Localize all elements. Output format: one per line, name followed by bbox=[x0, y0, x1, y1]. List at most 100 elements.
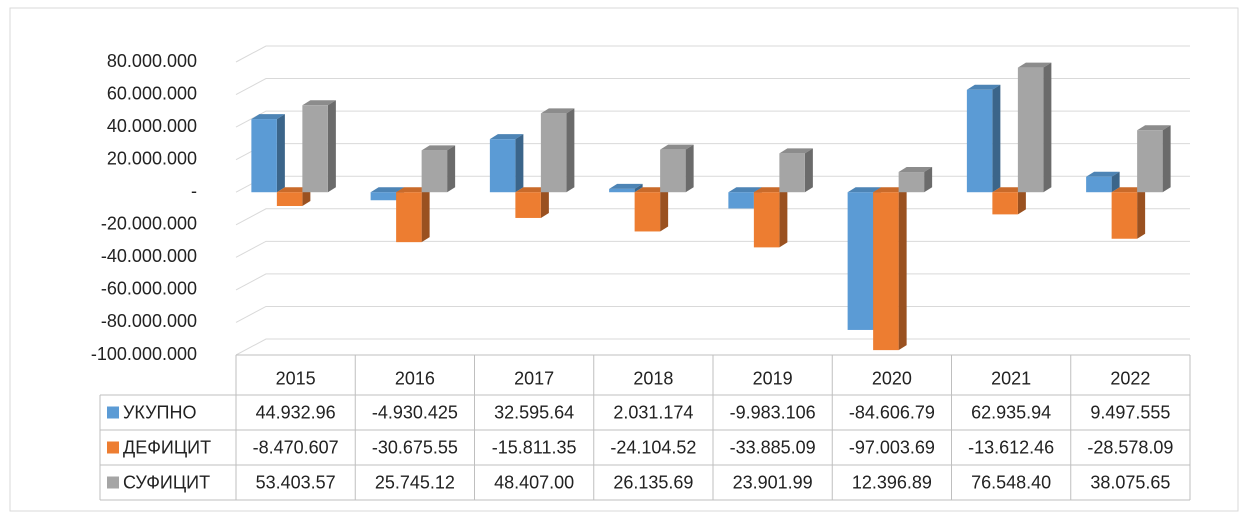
table-value: 23.901.99 bbox=[733, 472, 813, 492]
bar-top bbox=[370, 187, 405, 193]
bar-front bbox=[251, 119, 277, 193]
table-value: -4.930.425 bbox=[372, 402, 458, 422]
table-value: -24.104.52 bbox=[610, 437, 696, 457]
bar-front bbox=[540, 113, 567, 193]
bar bbox=[1017, 62, 1052, 193]
bar-front bbox=[728, 192, 754, 209]
bar-front bbox=[898, 172, 925, 193]
y-tick-label: -40.000.000 bbox=[101, 246, 197, 266]
bar-side bbox=[1017, 187, 1026, 215]
bar-top bbox=[1017, 62, 1052, 68]
bar-front bbox=[966, 89, 993, 193]
bar-side bbox=[1137, 187, 1146, 239]
bar-front bbox=[1017, 67, 1044, 193]
bar-side bbox=[447, 145, 456, 193]
bar-front bbox=[873, 192, 899, 351]
table-value: 53.403.57 bbox=[256, 472, 336, 492]
table-value: 48.407.00 bbox=[494, 472, 574, 492]
x-tick-label: 2018 bbox=[633, 368, 673, 388]
bar-front bbox=[1137, 130, 1163, 193]
bar-top bbox=[660, 144, 694, 150]
bar-side bbox=[634, 183, 643, 193]
bar-top bbox=[421, 145, 456, 151]
legend-swatch bbox=[107, 476, 119, 489]
bar bbox=[302, 100, 336, 193]
bar bbox=[1111, 187, 1146, 239]
bar bbox=[966, 84, 1001, 193]
legend-label: СУФИЦИТ bbox=[123, 472, 210, 492]
table-value: -84.606.79 bbox=[849, 402, 935, 422]
bar-front bbox=[489, 139, 516, 193]
bar-top bbox=[634, 187, 669, 193]
bar bbox=[779, 148, 813, 193]
y-tick-label: -60.000.000 bbox=[101, 279, 197, 299]
bar bbox=[753, 187, 788, 248]
bar-front bbox=[847, 192, 874, 330]
bar-front bbox=[1086, 176, 1112, 193]
bar-front bbox=[992, 192, 1018, 215]
grid-line bbox=[235, 78, 1190, 95]
table-value: 38.075.65 bbox=[1090, 472, 1170, 492]
x-tick-label: 2017 bbox=[514, 368, 554, 388]
legend-swatch bbox=[107, 441, 119, 454]
bar-front bbox=[421, 150, 448, 193]
bar bbox=[992, 187, 1026, 215]
bar-top bbox=[609, 183, 643, 189]
bar-side bbox=[540, 187, 549, 218]
table-value: 12.396.89 bbox=[852, 472, 932, 492]
bar bbox=[1137, 125, 1171, 193]
table-value: 25.745.12 bbox=[375, 472, 455, 492]
table-value: 26.135.69 bbox=[613, 472, 693, 492]
bar-side bbox=[276, 114, 285, 193]
table-value: -9.983.106 bbox=[730, 402, 816, 422]
table-value: -97.003.69 bbox=[849, 437, 935, 457]
bar-top bbox=[728, 187, 762, 193]
bar-side bbox=[779, 187, 788, 248]
bar-top bbox=[276, 187, 311, 193]
bar-top bbox=[515, 187, 549, 193]
bar-front bbox=[609, 188, 635, 193]
y-tick-label: 60.000.000 bbox=[107, 83, 197, 103]
bar-front bbox=[515, 192, 541, 218]
x-tick-label: 2020 bbox=[872, 368, 912, 388]
bar bbox=[540, 108, 575, 193]
bar-side bbox=[421, 187, 430, 243]
bar-top bbox=[1086, 171, 1120, 177]
bar-side bbox=[515, 134, 524, 193]
table-value: 44.932.96 bbox=[256, 402, 336, 422]
table-value: -15.811.35 bbox=[492, 437, 577, 457]
x-tick-label: 2022 bbox=[1110, 368, 1150, 388]
x-tick-label: 2019 bbox=[753, 368, 793, 388]
bar-side bbox=[924, 167, 933, 193]
bar-top bbox=[873, 187, 907, 193]
y-tick-label: -100.000.000 bbox=[91, 344, 197, 364]
legend-label: ДЕФИЦИТ bbox=[123, 437, 211, 457]
bar-front bbox=[302, 105, 328, 193]
grid-line bbox=[235, 45, 1190, 63]
bar-front bbox=[660, 149, 686, 193]
table-value: 62.935.94 bbox=[971, 402, 1051, 422]
y-tick-label: 40.000.000 bbox=[107, 116, 197, 136]
x-tick-label: 2016 bbox=[395, 368, 435, 388]
bar-side bbox=[685, 144, 694, 193]
bar bbox=[421, 145, 456, 193]
bar-front bbox=[276, 192, 303, 207]
bar-top bbox=[898, 167, 933, 173]
table-value: -13.612.46 bbox=[968, 437, 1054, 457]
table-value: 9.497.555 bbox=[1090, 402, 1170, 422]
bar-front bbox=[779, 153, 805, 193]
table-value: -8.470.607 bbox=[253, 437, 339, 457]
bar-top bbox=[753, 187, 788, 193]
bar-top bbox=[1111, 187, 1146, 193]
table-value: -33.885.09 bbox=[730, 437, 816, 457]
bar bbox=[396, 187, 430, 243]
bar-side bbox=[804, 148, 813, 193]
legend-label: УКУПНО bbox=[123, 402, 197, 422]
bar bbox=[634, 187, 669, 232]
y-tick-label: 20.000.000 bbox=[107, 148, 197, 168]
bar-front bbox=[396, 192, 422, 243]
grid-line bbox=[235, 110, 1190, 128]
bar-top bbox=[992, 187, 1026, 193]
bar-top bbox=[847, 187, 882, 193]
